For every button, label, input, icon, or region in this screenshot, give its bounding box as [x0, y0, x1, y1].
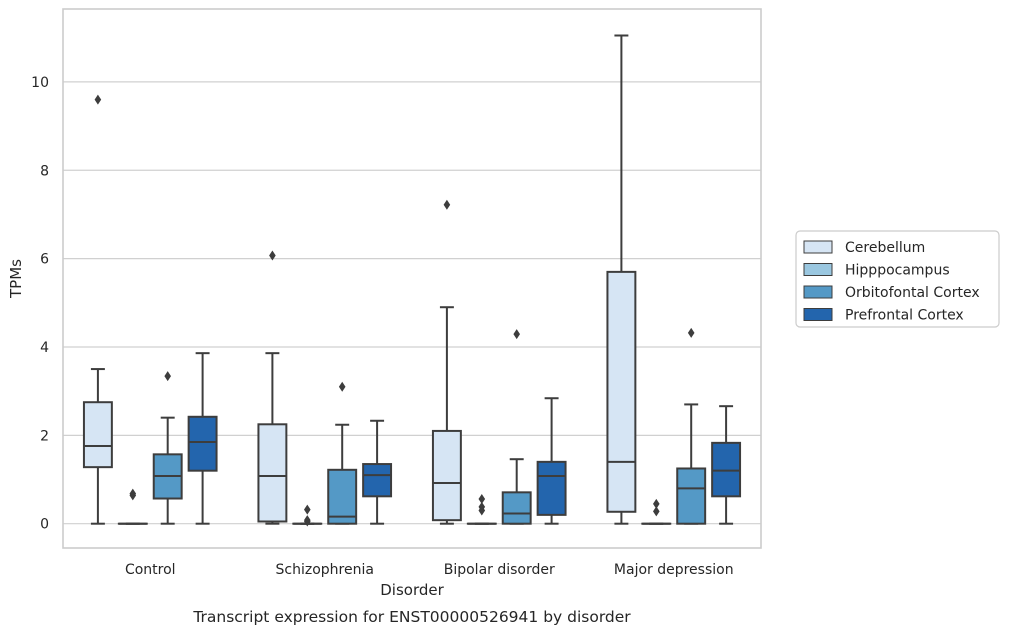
- outlier-point: [687, 327, 695, 338]
- boxes: [82, 34, 742, 527]
- x-tick-label: Bipolar disorder: [444, 562, 555, 578]
- box: [466, 493, 497, 525]
- plot-area-frame: [62, 8, 762, 549]
- legend-label: Cerebellum: [845, 240, 925, 256]
- box-iqr: [82, 401, 113, 469]
- legend-frame: [795, 230, 1000, 328]
- box: [152, 371, 183, 525]
- outlier-point: [478, 493, 486, 504]
- box: [641, 498, 672, 525]
- legend-swatch: [803, 285, 833, 299]
- legend-swatch: [803, 308, 833, 321]
- outlier-point: [653, 506, 660, 517]
- legend-label: Hipppocampus: [845, 263, 950, 279]
- chart-caption: Transcript expression for ENST0000052694…: [192, 608, 631, 626]
- x-tick-label: Schizophrenia: [276, 562, 374, 578]
- y-tick-label: 0: [40, 517, 49, 533]
- box-iqr: [536, 460, 567, 516]
- outlier-point: [513, 329, 520, 340]
- box: [117, 488, 148, 525]
- box-iqr: [676, 467, 707, 525]
- legend: Cerebellum Hipppocampus Orbitofontal Corte…: [795, 230, 1000, 328]
- y-tick-label: 4: [40, 340, 49, 356]
- box: [536, 397, 567, 525]
- outlier-point: [443, 199, 451, 210]
- box: [257, 250, 288, 525]
- series-hipppocampus: [117, 488, 672, 527]
- box: [82, 94, 113, 525]
- y-axis-label: TPMs: [7, 259, 25, 299]
- outlier-point: [94, 94, 102, 105]
- box-iqr: [711, 441, 742, 498]
- box: [327, 381, 358, 525]
- y-tick-label: 10: [31, 75, 49, 91]
- outlier-point: [269, 250, 276, 261]
- box: [501, 329, 532, 525]
- x-axis-label: Disorder: [380, 581, 444, 599]
- box: [362, 419, 393, 525]
- x-axis-ticks: Control Schizophrenia Bipolar disorder Majo…: [125, 562, 734, 578]
- legend-item: Hipppocampus: [803, 263, 950, 279]
- outlier-point: [338, 381, 346, 392]
- box: [676, 327, 707, 525]
- box-iqr: [187, 415, 218, 472]
- legend-swatch: [803, 240, 833, 254]
- y-axis-ticks: 0 2 4 6 8 10: [31, 75, 49, 533]
- y-tick-label: 2: [40, 428, 49, 444]
- box: [431, 199, 462, 525]
- box-iqr: [257, 423, 288, 523]
- series-orbitofontal-cortex: [152, 327, 707, 525]
- outlier-point: [164, 371, 171, 382]
- x-tick-label: Major depression: [614, 562, 734, 578]
- box-iqr: [327, 468, 358, 525]
- y-tick-label: 6: [40, 252, 49, 268]
- outlier-point: [478, 505, 486, 516]
- box: [606, 34, 637, 525]
- legend-item: Cerebellum: [803, 240, 925, 256]
- outlier-point: [129, 490, 137, 501]
- series-cerebellum: [82, 34, 637, 525]
- x-tick-label: Control: [125, 562, 176, 578]
- outlier-point: [304, 504, 311, 515]
- legend-swatch: [803, 263, 833, 276]
- legend-label: Orbitofontal Cortex: [845, 285, 980, 301]
- outlier-point: [653, 498, 660, 509]
- y-tick-label: 8: [40, 163, 49, 179]
- box-iqr: [362, 463, 393, 498]
- box: [711, 405, 742, 525]
- legend-item: Prefrontal Cortex: [803, 308, 964, 324]
- outlier-point: [304, 516, 311, 527]
- box-iqr: [431, 429, 462, 522]
- box: [187, 352, 218, 525]
- legend-label: Prefrontal Cortex: [845, 308, 964, 324]
- box: [292, 504, 323, 527]
- series-prefrontal-cortex: [187, 352, 742, 525]
- box-iqr: [606, 270, 637, 513]
- legend-item: Orbitofontal Cortex: [803, 285, 980, 301]
- box-iqr: [501, 491, 532, 525]
